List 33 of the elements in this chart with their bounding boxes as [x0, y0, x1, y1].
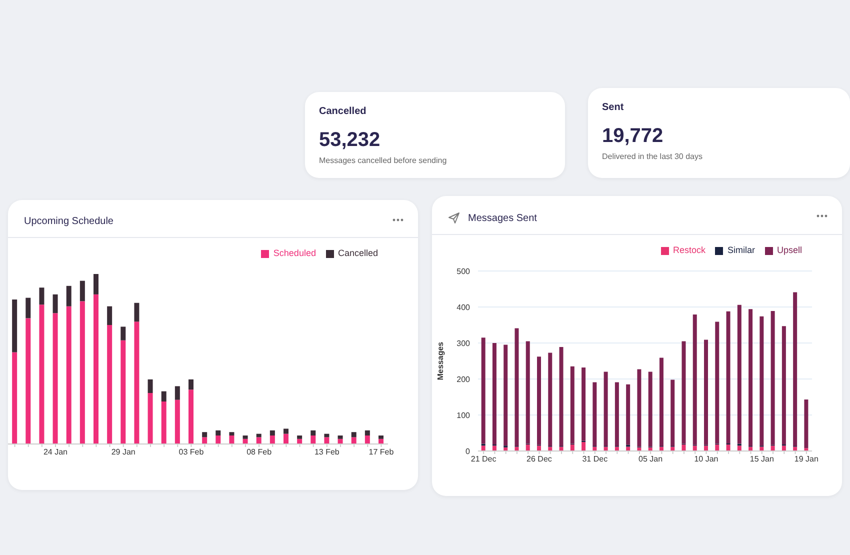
x-tick-label: 19 Jan [794, 454, 818, 464]
x-tick-label: 26 Dec [526, 454, 552, 464]
x-tick-label: 13 Feb [314, 448, 340, 457]
x-tick-label: 29 Jan [111, 448, 136, 457]
x-tick-label: 10 Jan [694, 454, 718, 464]
legend-label: Restock [672, 245, 706, 255]
chart-title: Messages Sent [432, 196, 842, 235]
text: Cancelled [319, 106, 368, 117]
y-tick-label: 300 [456, 338, 471, 348]
text: Sent [602, 102, 625, 113]
legend-label: Cancelled [338, 248, 378, 258]
x-tick-label: 03 Feb [178, 448, 204, 457]
x-tick-label: 31 Dec [582, 454, 608, 464]
y-tick-label: 200 [456, 374, 471, 384]
text: Delivered in the last 30 days [602, 152, 704, 161]
x-tick-label: 08 Feb [246, 448, 272, 457]
y-tick-label: 100 [456, 410, 471, 420]
legend-label: Scheduled [273, 248, 316, 258]
y-axis-title: Messages [436, 341, 445, 380]
y-tick-label: 0 [466, 446, 471, 456]
y-tick-label: 400 [456, 302, 471, 312]
x-tick-label: 21 Dec [470, 454, 496, 464]
legend-label: Upsell [776, 245, 802, 255]
y-tick-label: 500 [456, 266, 471, 276]
x-tick-label: 15 Jan [750, 454, 774, 464]
text: 19,772 [602, 125, 664, 148]
x-tick-label: 17 Feb [368, 448, 394, 457]
x-tick-label: 05 Jan [638, 454, 663, 464]
text: Messages cancelled before sending [319, 156, 448, 165]
chart-title: Upcoming Schedule [8, 200, 418, 238]
x-tick-label: 24 Jan [43, 448, 68, 457]
text: 53,232 [319, 129, 382, 152]
legend-label: Similar [727, 245, 755, 255]
